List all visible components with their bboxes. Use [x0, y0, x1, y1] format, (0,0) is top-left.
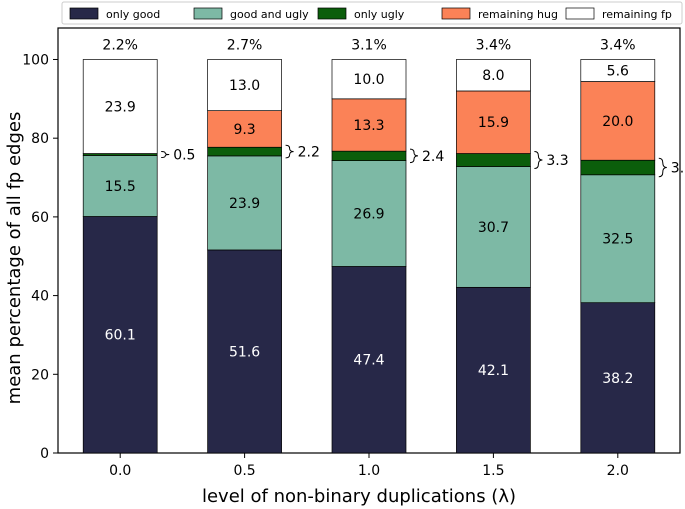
- bar-segment: [331, 98, 407, 152]
- data-label: 10.0: [353, 72, 384, 88]
- legend: only good good and ugly only ugly remaining…: [61, 1, 683, 25]
- data-label: 13.0: [229, 78, 260, 94]
- bar-segment: [82, 59, 158, 154]
- bar-segment: [331, 59, 407, 100]
- legend-label: remaining hug: [478, 8, 558, 21]
- legend-swatch: [565, 7, 595, 20]
- data-label: 32.5: [602, 232, 633, 248]
- y-tick-label: 20: [31, 367, 49, 383]
- y-tick-label: 80: [31, 131, 49, 147]
- bar-segment: [207, 249, 282, 454]
- x-axis-title: level of non-binary duplications (λ): [202, 486, 516, 507]
- total-label: 2.7%: [227, 37, 263, 53]
- data-label: 2.4: [422, 149, 444, 165]
- y-tick-label: 60: [31, 210, 49, 226]
- legend-swatch: [441, 7, 471, 20]
- brace-marker: [285, 144, 294, 159]
- data-label: 20.0: [602, 114, 633, 130]
- data-label: 3.3: [546, 153, 568, 169]
- legend-swatch: [69, 7, 99, 20]
- bar-segment: [207, 59, 282, 111]
- y-tick-label: 0: [40, 446, 49, 462]
- total-label: 3.4%: [600, 37, 636, 53]
- legend-swatch: [193, 7, 223, 20]
- brace-marker: [658, 157, 667, 178]
- total-label: 2.2%: [102, 37, 138, 53]
- total-label: 3.1%: [351, 37, 387, 53]
- bar-segment: [82, 216, 158, 454]
- y-axis-title: mean percentage of all fp edges: [4, 112, 25, 405]
- bar-segment: [580, 59, 656, 82]
- x-tick-label: 0.5: [233, 463, 255, 479]
- bar-segment: [331, 160, 407, 267]
- brace-marker: [534, 151, 543, 170]
- data-label: 13.3: [353, 118, 384, 134]
- data-label: 9.3: [233, 122, 255, 138]
- bar-segment: [580, 159, 656, 176]
- data-label: 23.9: [229, 196, 260, 212]
- bar-segment: [207, 155, 282, 251]
- x-tick-label: 0.0: [109, 463, 131, 479]
- data-label: 3.7: [671, 161, 685, 177]
- bar-segment: [207, 146, 282, 157]
- bar-segment: [207, 110, 282, 148]
- legend-swatch: [317, 7, 347, 20]
- bar-segment: [456, 90, 531, 154]
- legend-label: remaining fp: [602, 8, 672, 21]
- brace-marker: [161, 151, 170, 159]
- data-label: 42.1: [478, 363, 509, 379]
- data-label: 5.6: [607, 64, 629, 80]
- bar-segment: [331, 150, 407, 161]
- bar-segment: [456, 166, 531, 288]
- legend-label: only good: [106, 8, 160, 21]
- x-tick-label: 1.5: [482, 463, 504, 479]
- data-label: 0.5: [173, 148, 195, 164]
- data-label: 30.7: [478, 220, 509, 236]
- legend-label: good and ugly: [230, 8, 309, 21]
- bar-segment: [580, 81, 656, 161]
- x-tick-label: 2.0: [607, 463, 629, 479]
- data-label: 47.4: [353, 353, 384, 369]
- bar-segment: [580, 174, 656, 304]
- data-label: 23.9: [105, 100, 136, 116]
- y-tick-label: 40: [31, 289, 49, 305]
- data-label: 8.0: [482, 68, 504, 84]
- data-label: 60.1: [105, 328, 136, 344]
- y-tick-label: 100: [22, 52, 49, 68]
- legend-label: only ugly: [354, 8, 405, 21]
- bar-segment: [456, 286, 531, 454]
- data-label: 2.2: [298, 145, 320, 161]
- total-label: 3.4%: [476, 37, 512, 53]
- x-tick-label: 1.0: [358, 463, 380, 479]
- data-label: 26.9: [353, 207, 384, 223]
- bar-segment: [456, 59, 531, 92]
- data-label: 51.6: [229, 344, 260, 360]
- brace-marker: [409, 148, 419, 164]
- bar-segment: [456, 153, 531, 167]
- bar-segment: [580, 302, 656, 454]
- data-label: 15.9: [478, 115, 509, 131]
- data-label: 38.2: [602, 371, 633, 387]
- bar-segment: [331, 266, 407, 454]
- bar-segment: [82, 155, 158, 217]
- data-label: 15.5: [105, 179, 136, 195]
- plot-area: 0 20 40 60 80 100 0.0 60.1 15.5 0.5 23.9 2.2% 0.5 51.…: [22, 27, 685, 479]
